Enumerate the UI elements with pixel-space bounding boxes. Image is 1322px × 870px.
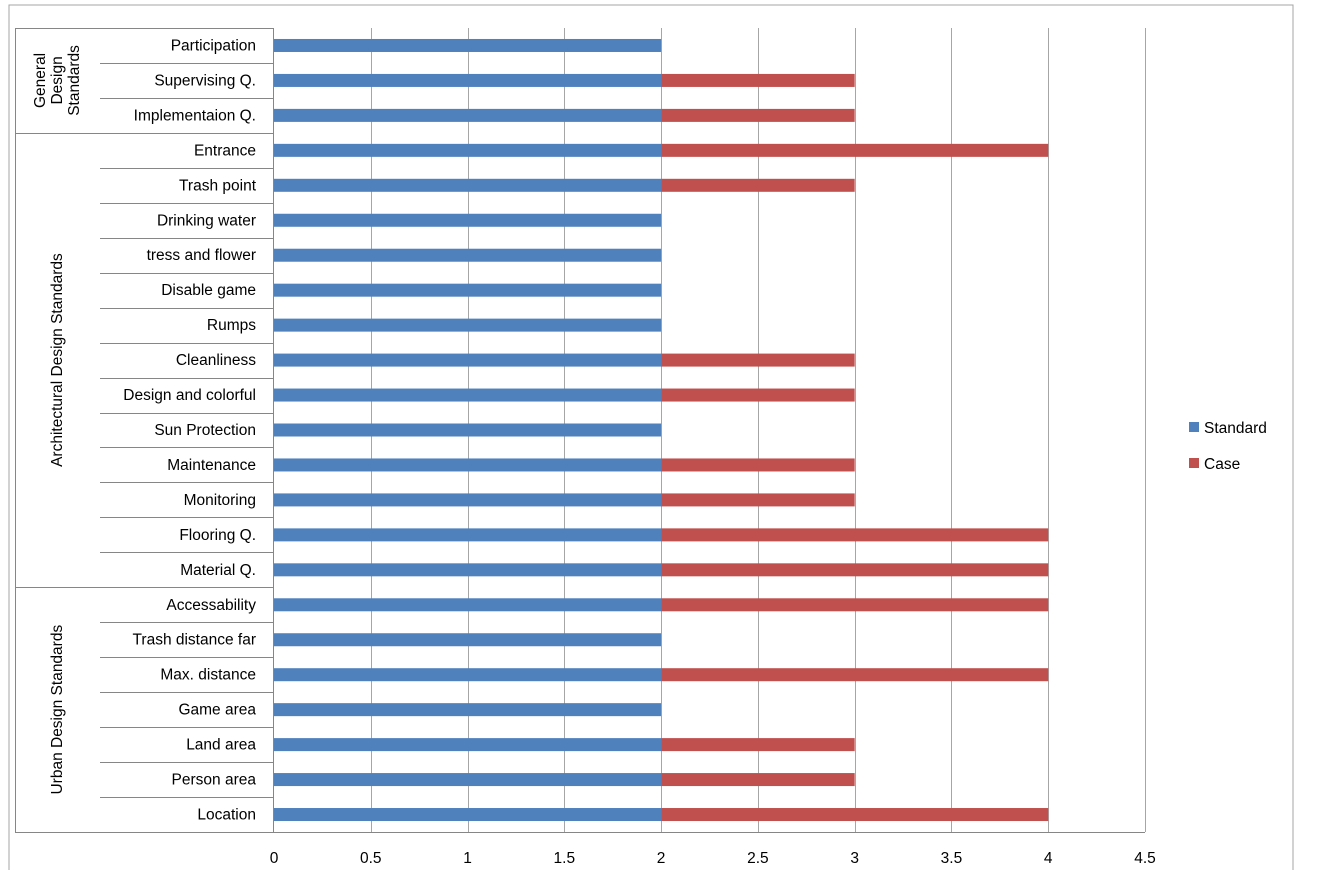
bar-case — [661, 178, 855, 192]
bar-case — [661, 108, 855, 122]
bar-case — [661, 598, 1049, 612]
category-label: Participation — [171, 37, 256, 54]
bar-case — [661, 493, 855, 507]
bar-case — [661, 808, 1049, 822]
bar-case — [661, 353, 855, 367]
bar-standard — [274, 458, 662, 472]
bar-standard — [274, 703, 662, 717]
bar-case — [661, 388, 855, 402]
category-label: Flooring Q. — [179, 527, 256, 544]
x-tick-label: 3.5 — [941, 850, 963, 867]
bar-standard — [274, 493, 662, 507]
bar-standard — [274, 248, 662, 262]
bar-standard — [274, 143, 662, 157]
x-tick-label: 0.5 — [360, 850, 382, 867]
bar-standard — [274, 668, 662, 682]
x-tick-label: 1 — [463, 850, 472, 867]
category-label: Entrance — [194, 142, 256, 159]
bar-case — [661, 563, 1049, 577]
bar-case — [661, 738, 855, 752]
category-label: Design and colorful — [123, 387, 256, 404]
category-label: Person area — [172, 772, 257, 789]
category-label: Max. distance — [160, 667, 256, 684]
bar-case — [661, 73, 855, 87]
x-tick-label: 4 — [1044, 850, 1053, 867]
category-label: Rumps — [207, 317, 256, 334]
legend-swatch-standard — [1189, 422, 1199, 432]
x-tick-label: 3 — [850, 850, 859, 867]
bar-standard — [274, 563, 662, 577]
bar-standard — [274, 318, 662, 332]
x-tick-label: 1.5 — [554, 850, 576, 867]
bar-case — [661, 528, 1049, 542]
bar-standard — [274, 633, 662, 647]
category-label: Accessability — [166, 597, 256, 614]
bar-standard — [274, 73, 662, 87]
category-label: Drinking water — [157, 212, 256, 229]
group-label: Architectural Design Standards — [49, 253, 66, 467]
category-label: Maintenance — [167, 457, 256, 474]
bar-standard — [274, 773, 662, 787]
bar-standard — [274, 108, 662, 122]
category-label: Sun Protection — [154, 422, 256, 439]
legend-label: Standard — [1204, 420, 1267, 437]
chart-frame — [8, 4, 1294, 870]
x-tick-label: 0 — [270, 850, 279, 867]
legend-swatch-case — [1189, 458, 1199, 468]
group-label: Design — [49, 56, 66, 104]
bar-standard — [274, 38, 662, 52]
category-label: Supervising Q. — [154, 72, 256, 89]
category-label: Material Q. — [180, 562, 256, 579]
category-label: Location — [197, 807, 256, 824]
category-label: Cleanliness — [176, 352, 256, 369]
bar-case — [661, 668, 1049, 682]
bar-standard — [274, 353, 662, 367]
bar-standard — [274, 598, 662, 612]
group-label: General — [32, 53, 49, 108]
x-tick-label: 2.5 — [747, 850, 769, 867]
bar-case — [661, 773, 855, 787]
category-label: Trash distance far — [133, 632, 256, 649]
x-tick-label: 4.5 — [1134, 850, 1156, 867]
category-label: tress and flower — [147, 247, 256, 264]
bar-standard — [274, 808, 662, 822]
bar-standard — [274, 388, 662, 402]
group-label: Urban Design Standards — [49, 625, 66, 795]
bar-standard — [274, 423, 662, 437]
bar-standard — [274, 283, 662, 297]
category-label: Disable game — [161, 282, 256, 299]
category-label: Trash point — [179, 177, 257, 194]
x-tick-label: 2 — [657, 850, 666, 867]
category-label: Implementaion Q. — [134, 107, 256, 124]
bar-standard — [274, 528, 662, 542]
bar-case — [661, 143, 1049, 157]
bar-standard — [274, 738, 662, 752]
bar-standard — [274, 213, 662, 227]
category-label: Monitoring — [184, 492, 256, 509]
legend-label: Case — [1204, 456, 1240, 473]
group-label: Standards — [66, 45, 83, 116]
bar-standard — [274, 178, 662, 192]
category-label: Land area — [186, 737, 256, 754]
bar-case — [661, 458, 855, 472]
category-label: Game area — [178, 702, 256, 719]
